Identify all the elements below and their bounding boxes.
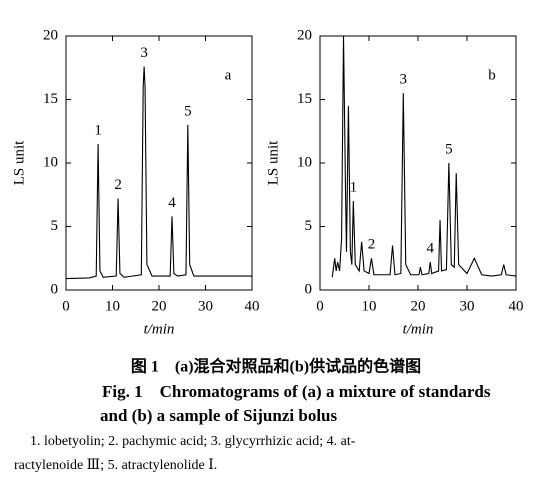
x-axis-label: t/min (144, 321, 175, 337)
panel-label: a (225, 67, 232, 83)
x-tick-label: 10 (362, 298, 377, 314)
x-tick-label: 40 (509, 298, 524, 314)
caption-en: Fig. 1 Chromatograms of (a) a mixture of… (102, 382, 491, 401)
peak-label: 2 (368, 237, 376, 253)
caption-en: and (b) a sample of Sijunzi bolus (100, 406, 337, 425)
caption-cn: 图 1 (a)混合对照品和(b)供试品的色谱图 (131, 357, 421, 376)
y-tick-label: 10 (297, 154, 312, 170)
y-axis-label: LS unit (11, 140, 27, 185)
x-axis-label: t/min (403, 321, 434, 337)
x-tick-label: 20 (411, 298, 426, 314)
y-tick-label: 15 (297, 91, 312, 107)
y-tick-label: 0 (305, 281, 313, 297)
x-tick-label: 0 (62, 298, 70, 314)
peak-label: 2 (114, 177, 122, 193)
peak-label: 4 (427, 240, 435, 256)
y-tick-label: 20 (297, 27, 312, 43)
peak-label: 4 (168, 195, 176, 211)
peak-label: 3 (400, 72, 408, 88)
x-tick-label: 10 (105, 298, 120, 314)
x-tick-label: 30 (460, 298, 475, 314)
y-tick-label: 20 (43, 27, 58, 43)
peak-label: 1 (350, 180, 358, 196)
x-tick-label: 30 (198, 298, 213, 314)
x-tick-label: 20 (152, 298, 167, 314)
y-tick-label: 10 (43, 154, 58, 170)
y-tick-label: 5 (305, 218, 313, 234)
x-tick-label: 40 (245, 298, 260, 314)
y-axis-label: LS unit (265, 140, 281, 185)
y-tick-label: 5 (51, 218, 59, 234)
peak-label: 1 (94, 122, 102, 138)
peak-label: 3 (140, 45, 148, 61)
caption-note: ractylenoide Ⅲ; 5. atractylenolide Ⅰ. (14, 458, 217, 473)
x-tick-label: 0 (316, 298, 324, 314)
caption-note: 1. lobetyolin; 2. pachymic acid; 3. glyc… (30, 434, 356, 449)
trace (65, 66, 252, 280)
peak-label: 5 (445, 141, 453, 157)
peak-label: 5 (184, 103, 192, 119)
panel-label: b (488, 67, 496, 83)
y-tick-label: 0 (51, 281, 59, 297)
trace (331, 35, 517, 278)
y-tick-label: 15 (43, 91, 58, 107)
